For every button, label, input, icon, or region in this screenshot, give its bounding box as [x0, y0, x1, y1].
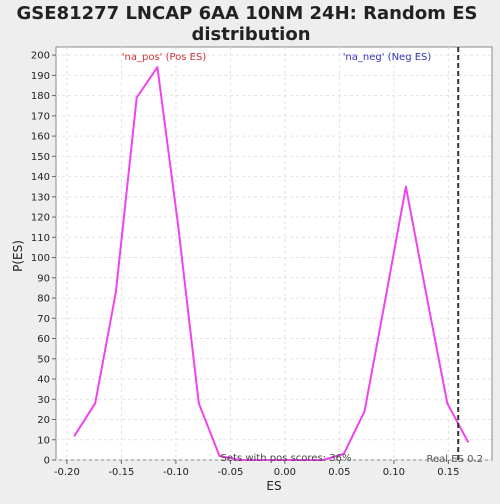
y-tick-label: 40 [37, 375, 50, 386]
y-tick-label: 20 [37, 415, 50, 426]
series-point [156, 66, 159, 69]
x-tick-label: -0.10 [163, 467, 189, 478]
y-tick-label: 200 [31, 51, 50, 62]
y-tick-label: 70 [37, 314, 50, 325]
neg-es-label: 'na_neg' (Neg ES) [343, 52, 432, 63]
series-point [425, 295, 428, 298]
series-point [363, 410, 366, 413]
y-tick-label: 120 [31, 213, 50, 224]
y-tick-label: 130 [31, 192, 50, 203]
y-tick-label: 150 [31, 152, 50, 163]
y-tick-label: 110 [31, 233, 50, 244]
axis-ticks: 0 10 20 30 40 50 60 70 80 90 100 110 120 130 140 150 160… [31, 51, 460, 478]
series-point [322, 459, 325, 461]
y-tick-label: 80 [37, 294, 50, 305]
series-point [177, 224, 180, 227]
series-point [404, 185, 407, 188]
series-point [280, 459, 283, 461]
x-tick-label: -0.20 [54, 467, 80, 478]
pos-es-label: 'na_pos' (Pos ES) [122, 52, 207, 63]
y-tick-label: 50 [37, 354, 50, 365]
series-point [114, 290, 117, 293]
series-point [218, 454, 221, 457]
series-point [259, 459, 262, 461]
y-tick-label: 140 [31, 172, 50, 183]
series-point [467, 440, 470, 443]
chart-title-line2: distribution [191, 24, 310, 45]
series-point [135, 96, 138, 99]
series-point [239, 459, 242, 461]
y-tick-label: 100 [31, 253, 50, 264]
y-tick-label: 60 [37, 334, 50, 345]
series-point [384, 299, 387, 302]
y-tick-label: 90 [37, 273, 50, 284]
series-point [73, 434, 76, 437]
y-tick-label: 160 [31, 132, 50, 143]
series-point [446, 402, 449, 405]
x-tick-label: 0.00 [274, 467, 296, 478]
series-point [301, 459, 304, 461]
y-tick-label: 170 [31, 111, 50, 122]
y-tick-label: 30 [37, 395, 50, 406]
series-point [94, 402, 97, 405]
y-tick-label: 0 [44, 456, 50, 467]
x-tick-label: 0.10 [383, 467, 405, 478]
x-tick-label: -0.15 [108, 467, 134, 478]
pos-scores-text: Sets with pos scores: 36% [221, 453, 352, 464]
x-tick-label: 0.15 [437, 467, 459, 478]
y-tick-label: 180 [31, 91, 50, 102]
chart-title-line1: GSE81277 LNCAP 6AA 10NM 24H: Random ES [17, 3, 478, 24]
x-tick-label: 0.05 [328, 467, 350, 478]
y-tick-label: 190 [31, 71, 50, 82]
x-tick-label: -0.05 [217, 467, 243, 478]
series-point [342, 452, 345, 455]
real-es-label: Real ES 0.2 [427, 454, 483, 465]
x-axis-label: ES [266, 479, 281, 493]
series-layer [73, 66, 470, 461]
series-line [73, 66, 469, 461]
y-axis-label: P(ES) [11, 240, 25, 272]
series-point [197, 402, 200, 405]
y-tick-label: 10 [37, 435, 50, 446]
